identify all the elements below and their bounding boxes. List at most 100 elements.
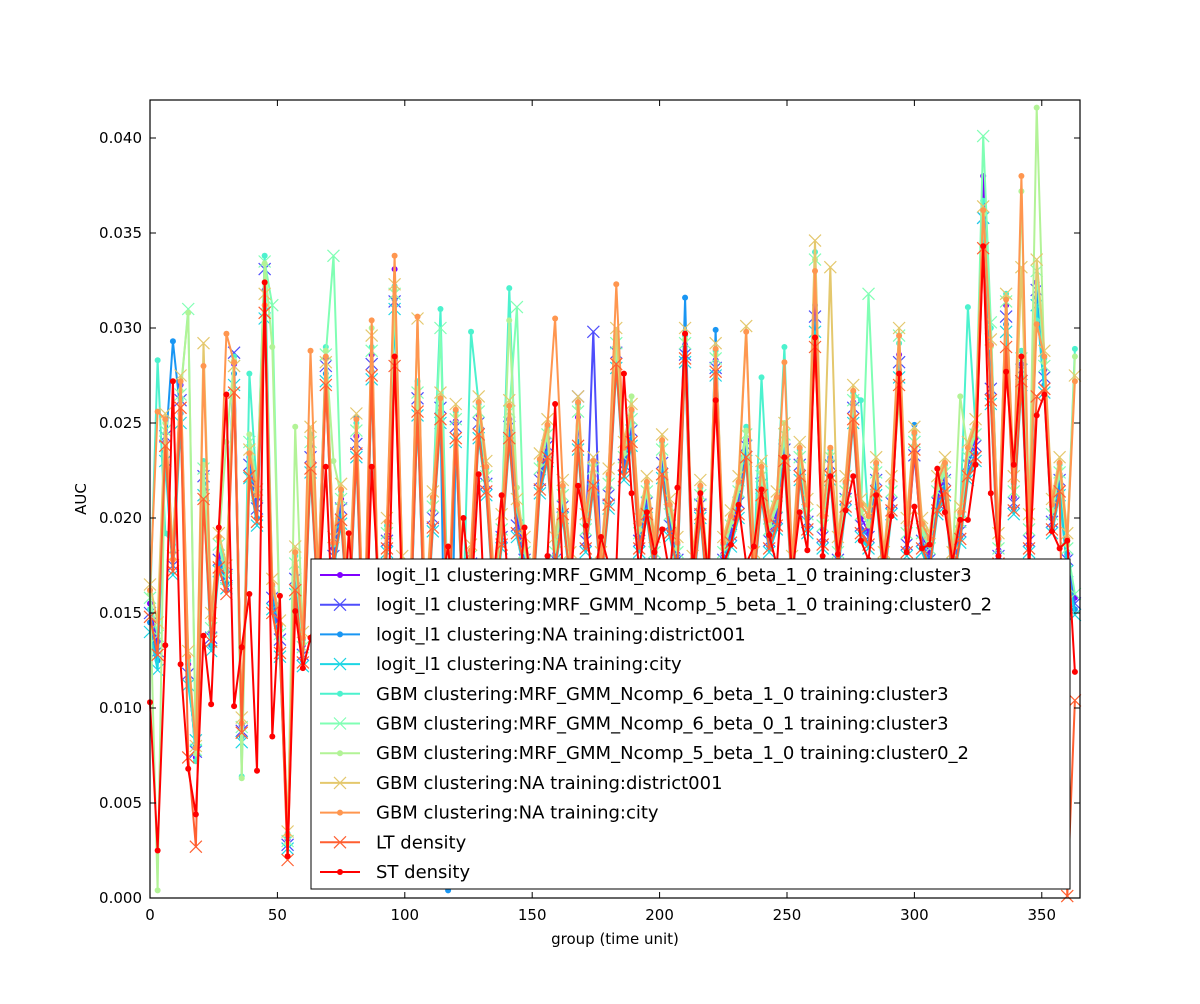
- y-tick-label: 0.040: [99, 129, 142, 147]
- data-point: [582, 522, 589, 529]
- series-line: [149, 247, 1076, 898]
- data-point: [659, 526, 666, 533]
- data-point: [628, 490, 635, 497]
- data-point: [873, 459, 880, 466]
- data-point: [907, 443, 921, 457]
- data-point: [506, 317, 513, 324]
- data-point: [265, 606, 279, 620]
- data-point: [712, 326, 719, 333]
- data-point: [472, 389, 486, 403]
- data-point: [254, 767, 261, 774]
- legend-swatch-marker: [333, 657, 347, 671]
- data-point: [1056, 459, 1063, 466]
- data-point: [434, 321, 447, 335]
- data-point: [735, 501, 742, 508]
- x-tick-label: 300: [900, 906, 929, 924]
- legend-label: GBM clustering:NA training:city: [376, 803, 659, 824]
- data-point: [498, 492, 505, 499]
- data-point: [812, 268, 819, 274]
- data-point: [166, 568, 180, 582]
- data-point: [625, 397, 638, 411]
- data-point: [261, 279, 268, 286]
- data-point: [281, 853, 295, 867]
- legend-label: logit_l1 clustering:NA training:district…: [376, 624, 746, 645]
- data-point: [911, 429, 918, 436]
- data-point: [827, 473, 834, 480]
- legend: logit_l1 clustering:MRF_GMM_Ncomp_6_beta…: [310, 558, 1071, 890]
- legend-label: GBM clustering:MRF_GMM_Ncomp_5_beta_1_0 …: [376, 743, 969, 764]
- data-point: [697, 482, 704, 489]
- data-point: [246, 431, 253, 438]
- data-point: [468, 328, 475, 335]
- legend-label: logit_l1 clustering:MRF_GMM_Ncomp_6_beta…: [376, 565, 972, 586]
- data-point: [502, 431, 516, 445]
- data-point: [941, 459, 948, 466]
- data-point: [449, 397, 463, 411]
- data-point: [586, 450, 600, 464]
- data-point: [743, 328, 750, 335]
- data-point: [758, 374, 765, 381]
- data-point: [758, 463, 765, 470]
- data-point: [727, 541, 734, 548]
- data-point: [223, 330, 230, 337]
- data-point: [506, 402, 513, 409]
- data-point: [976, 129, 990, 143]
- data-point: [166, 564, 180, 578]
- data-point: [697, 490, 704, 497]
- data-point: [185, 309, 192, 316]
- data-point: [227, 386, 241, 400]
- data-point: [552, 401, 559, 407]
- data-point: [609, 357, 623, 371]
- data-point: [434, 386, 447, 400]
- data-point: [460, 515, 467, 521]
- data-point: [640, 469, 654, 483]
- data-point: [850, 387, 857, 394]
- data-point: [365, 369, 379, 382]
- data-point: [873, 492, 880, 499]
- data-point: [934, 465, 941, 472]
- data-point: [964, 304, 971, 311]
- x-tick-label: 200: [645, 906, 674, 924]
- x-tick-label: 350: [1027, 906, 1056, 924]
- data-point: [1064, 537, 1071, 544]
- data-point: [907, 420, 921, 434]
- data-point: [552, 315, 559, 322]
- data-point: [1007, 507, 1021, 521]
- data-point: [238, 644, 245, 651]
- data-point: [334, 477, 348, 491]
- legend-swatch-marker: [337, 690, 343, 697]
- data-point: [559, 482, 566, 489]
- legend-entry: GBM clustering:NA training:district001: [320, 773, 723, 794]
- data-point: [1003, 296, 1010, 303]
- data-point: [261, 252, 268, 259]
- data-point: [192, 811, 199, 818]
- y-tick-label: 0.000: [99, 889, 142, 907]
- data-point: [391, 353, 398, 360]
- data-point: [739, 450, 753, 464]
- legend-swatch-marker: [337, 750, 343, 757]
- y-tick-label: 0.010: [99, 699, 142, 717]
- data-point: [823, 260, 837, 274]
- data-point: [544, 421, 551, 428]
- legend-entry: GBM clustering:MRF_GMM_Ncomp_6_beta_1_0 …: [320, 684, 949, 705]
- data-point: [1037, 382, 1051, 396]
- data-point: [426, 521, 440, 534]
- data-point: [896, 332, 903, 339]
- legend-entry: logit_l1 clustering:NA training:city: [320, 654, 682, 675]
- legend-frame: [310, 558, 1071, 890]
- data-point: [189, 840, 203, 854]
- data-point: [242, 443, 256, 457]
- data-point: [434, 412, 447, 426]
- data-point: [869, 450, 883, 464]
- legend-entry: logit_l1 clustering:MRF_GMM_Ncomp_5_beta…: [320, 595, 992, 616]
- data-point: [536, 456, 543, 463]
- data-point: [804, 547, 811, 554]
- data-point: [437, 395, 444, 402]
- data-point: [174, 401, 187, 415]
- data-point: [709, 336, 723, 350]
- data-point: [200, 632, 207, 639]
- data-point: [834, 551, 841, 558]
- data-point: [712, 345, 719, 352]
- y-tick-label: 0.015: [99, 604, 142, 622]
- x-axis-label: group (time unit): [551, 930, 679, 948]
